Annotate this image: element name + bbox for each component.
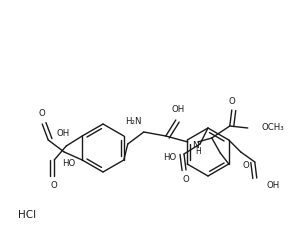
Text: OH: OH (171, 106, 185, 114)
Text: O: O (183, 176, 189, 184)
Text: N: N (192, 140, 199, 150)
Text: H: H (195, 146, 201, 156)
Text: O: O (39, 110, 46, 118)
Text: OH: OH (267, 182, 280, 190)
Text: O: O (51, 182, 58, 190)
Text: O: O (242, 161, 249, 171)
Text: OH: OH (56, 129, 69, 139)
Text: HO: HO (62, 160, 76, 168)
Text: OCH₃: OCH₃ (262, 124, 285, 132)
Text: O: O (228, 96, 235, 106)
Text: H₂N: H₂N (125, 117, 142, 127)
Text: HO: HO (163, 154, 176, 162)
Text: HCl: HCl (18, 210, 36, 220)
